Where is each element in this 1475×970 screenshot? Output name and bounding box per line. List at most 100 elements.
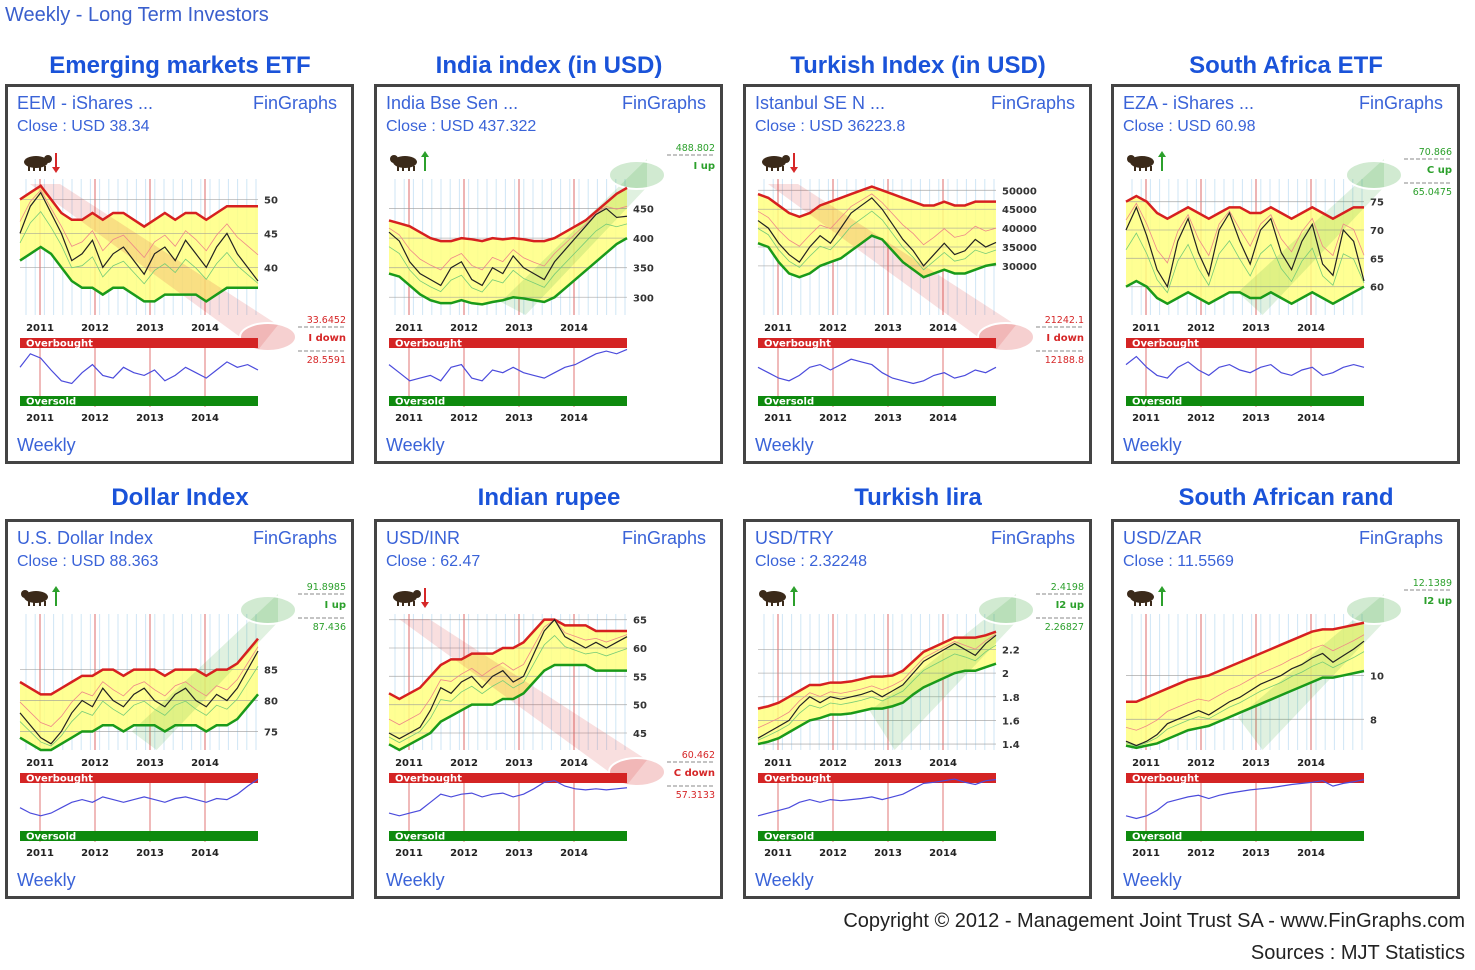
oversold-label: Oversold: [395, 832, 445, 843]
target-low: 57.3133: [676, 790, 715, 801]
frequency-label: Weekly: [386, 435, 445, 455]
lower-band: [388, 663, 627, 752]
upper-band: [1126, 621, 1365, 703]
animal-body: [1130, 156, 1154, 168]
y-tick-label: 35000: [1002, 243, 1037, 254]
brand-label: FinGraphs: [1358, 93, 1443, 113]
animal-leg: [777, 166, 779, 171]
price-series: [757, 634, 997, 739]
chart-card: 2.2 2 1.8 1.6 1.4 2011 2012 2013 2014 2.4198 I2 up…: [743, 519, 1092, 899]
signal-label: I up: [325, 600, 346, 611]
target-high: 2.4198: [1051, 582, 1084, 593]
brand-label: FinGraphs: [252, 528, 337, 548]
target-ellipse: [239, 595, 297, 625]
x-tick-label: 2012: [819, 758, 847, 769]
x-tick-label: 2014: [560, 758, 588, 769]
x-tick-label: 2014: [560, 323, 588, 334]
osc-x-tick-label: 2011: [764, 413, 792, 424]
bear-icon: [24, 155, 52, 171]
target-high: 60.462: [682, 750, 715, 761]
osc-x-tick-label: 2013: [1242, 848, 1270, 859]
lower-band: [19, 245, 258, 303]
trend-channel: [1237, 159, 1384, 315]
upper-band: [19, 637, 259, 696]
x-tick-label: 2014: [1297, 758, 1325, 769]
price-series: [1125, 640, 1365, 747]
x-tick-label: 2014: [929, 758, 957, 769]
instrument-name: USD/TRY: [755, 528, 834, 548]
trend-channel: [30, 184, 278, 350]
oscillator-line: [757, 358, 997, 385]
y-tick-label: 65: [1370, 254, 1384, 265]
inner-upper: [19, 189, 259, 259]
brand-label: FinGraphs: [990, 528, 1075, 548]
x-tick-label: 2013: [874, 323, 902, 334]
arrow-head: [790, 586, 798, 592]
x-tick-label: 2013: [136, 323, 164, 334]
animal-leg: [33, 166, 35, 171]
frequency-label: Weekly: [1123, 870, 1182, 890]
x-tick-label: 2014: [191, 323, 219, 334]
close-value: Close : 11.5569: [1123, 553, 1234, 570]
animal-leg: [1134, 601, 1136, 606]
page-title: Weekly - Long Term Investors: [5, 4, 269, 26]
x-tick-label: 2013: [505, 323, 533, 334]
osc-x-tick-label: 2012: [1187, 848, 1215, 859]
animal-leg: [766, 601, 768, 606]
bull-icon: [1127, 590, 1154, 606]
inner-lower: [757, 644, 997, 741]
target-ellipse: [608, 160, 666, 190]
animal-body: [762, 156, 786, 168]
osc-x-tick-label: 2014: [191, 413, 219, 424]
inner-lower: [388, 223, 628, 293]
bull-icon: [21, 590, 48, 606]
x-tick-label: 2014: [1297, 323, 1325, 334]
signal-label: I up: [694, 161, 715, 172]
arrow-head: [1158, 151, 1166, 157]
oversold-bar: [20, 831, 258, 841]
animal-leg: [397, 166, 399, 171]
y-tick-label: 50: [633, 701, 647, 712]
chart-svg: 10 8 2011 2012 2013 2014 12.1389 I2 up Overbough…: [1125, 578, 1452, 859]
lower-band: [388, 237, 628, 306]
animal-leg: [782, 601, 784, 606]
chart-card: 450 400 350 300 2011 2012 2013 2014 488.802 I up O…: [374, 84, 723, 464]
inner-upper: [1125, 202, 1365, 264]
panel-title: India index (in USD): [435, 52, 663, 79]
brand-label: FinGraphs: [990, 93, 1075, 113]
oversold-label: Oversold: [764, 397, 814, 408]
animal-leg: [28, 166, 30, 171]
y-tick-label: 70: [1370, 226, 1384, 237]
close-value: Close : 2.32248: [755, 553, 868, 570]
animal-leg: [1150, 166, 1152, 171]
instrument-name: USD/INR: [386, 528, 461, 548]
target-high: 488.802: [676, 143, 715, 154]
y-tick-label: 2.2: [1002, 645, 1020, 656]
x-tick-label: 2013: [136, 758, 164, 769]
x-tick-label: 2012: [450, 323, 478, 334]
price-series: [1125, 205, 1365, 289]
chart-svg: 2.2 2 1.8 1.6 1.4 2011 2012 2013 2014 2.4198 I2 up…: [757, 582, 1084, 859]
animal-head: [759, 590, 767, 598]
oversold-label: Oversold: [395, 397, 445, 408]
osc-x-tick-label: 2012: [450, 413, 478, 424]
lower-band: [19, 693, 259, 752]
animal-leg: [33, 601, 35, 606]
y-tick-label: 300: [633, 293, 654, 304]
inner-upper: [19, 646, 259, 727]
osc-x-tick-label: 2013: [505, 413, 533, 424]
arrow-up-icon: [1158, 151, 1166, 171]
inner-lower: [19, 210, 259, 285]
target-low: 12188.8: [1045, 355, 1084, 366]
chart-svg: 75 70 65 60 2011 2012 2013 2014 70.866 C up 65.047…: [1125, 147, 1452, 424]
y-tick-label: 50: [264, 195, 278, 206]
osc-x-tick-label: 2013: [874, 413, 902, 424]
osc-x-tick-label: 2014: [560, 413, 588, 424]
bull-icon: [390, 155, 417, 171]
signal-label: C up: [1427, 165, 1452, 176]
close-value: Close : USD 38.34: [17, 118, 150, 135]
bear-icon: [762, 155, 790, 171]
overbought-bar: [389, 338, 627, 348]
y-tick-label: 45000: [1002, 205, 1037, 216]
target-high: 21242.1: [1045, 315, 1084, 326]
